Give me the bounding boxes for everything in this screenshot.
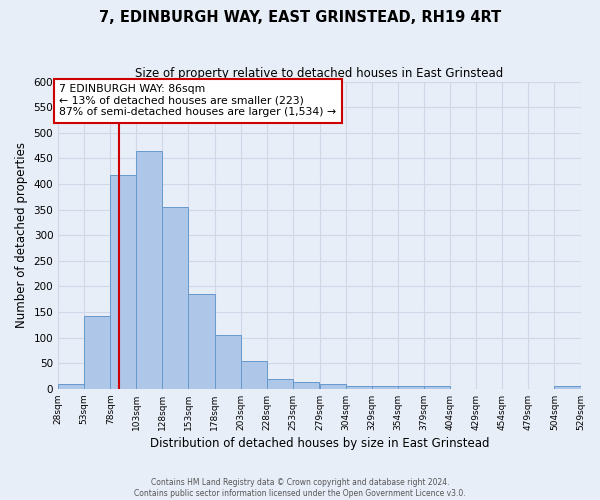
Bar <box>554 386 581 389</box>
Bar <box>266 379 293 389</box>
Bar <box>398 386 424 389</box>
Bar <box>84 316 110 389</box>
Bar <box>110 175 136 389</box>
Title: Size of property relative to detached houses in East Grinstead: Size of property relative to detached ho… <box>135 68 503 80</box>
Bar <box>424 386 450 389</box>
Text: 7, EDINBURGH WAY, EAST GRINSTEAD, RH19 4RT: 7, EDINBURGH WAY, EAST GRINSTEAD, RH19 4… <box>99 10 501 25</box>
X-axis label: Distribution of detached houses by size in East Grinstead: Distribution of detached houses by size … <box>149 437 489 450</box>
Bar <box>215 335 241 389</box>
Bar <box>241 361 266 389</box>
Bar <box>188 294 215 389</box>
Bar <box>372 386 398 389</box>
Y-axis label: Number of detached properties: Number of detached properties <box>15 142 28 328</box>
Text: 7 EDINBURGH WAY: 86sqm
← 13% of detached houses are smaller (223)
87% of semi-de: 7 EDINBURGH WAY: 86sqm ← 13% of detached… <box>59 84 337 117</box>
Bar <box>58 384 84 389</box>
Bar <box>346 386 372 389</box>
Bar <box>293 382 319 389</box>
Text: Contains HM Land Registry data © Crown copyright and database right 2024.
Contai: Contains HM Land Registry data © Crown c… <box>134 478 466 498</box>
Bar <box>136 151 163 389</box>
Bar <box>320 384 346 389</box>
Bar <box>163 207 188 389</box>
